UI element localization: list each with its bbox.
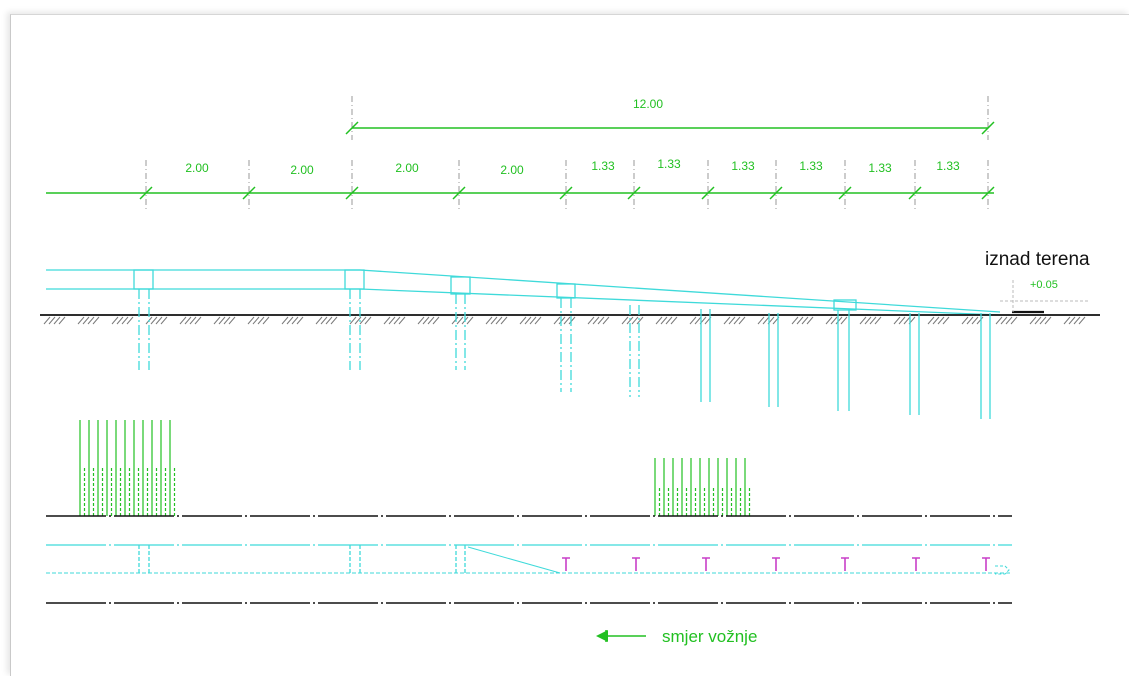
post-marker — [982, 557, 990, 571]
segment-dimension-line — [46, 160, 995, 210]
elevation-value: +0.05 — [1030, 279, 1058, 291]
plan-post-markers — [562, 557, 990, 571]
elevation-mark — [1000, 280, 1090, 312]
segment-dimension-label: 1.33 — [591, 159, 615, 173]
segment-dimension-label: 1.33 — [868, 161, 892, 175]
above-ground-label: iznad terena — [985, 249, 1090, 270]
segment-dimension-label: 1.33 — [731, 159, 755, 173]
segment-dimension-label: 1.33 — [936, 159, 960, 173]
segment-dimension-label: 2.00 — [395, 161, 419, 175]
deck-elevation — [46, 269, 1001, 316]
segment-dimension-label: 2.00 — [290, 163, 314, 177]
direction-label: smjer vožnje — [662, 627, 757, 646]
drawing-frame — [10, 14, 1129, 676]
post-marker — [841, 557, 849, 571]
overall-dimension — [345, 96, 995, 140]
post-marker — [912, 557, 920, 571]
segment-dimension-label: 1.33 — [799, 159, 823, 173]
post-marker — [562, 557, 570, 571]
plan-view — [46, 515, 1012, 604]
segment-dimension-label: 1.33 — [657, 157, 681, 171]
post-marker — [702, 557, 710, 571]
segment-dimension-label: 2.00 — [500, 163, 524, 177]
hatch-block-left — [79, 420, 176, 516]
post-marker — [632, 557, 640, 571]
segment-dimension-label: 2.00 — [185, 161, 209, 175]
ground-line — [40, 310, 1100, 325]
direction-arrow-icon — [596, 630, 646, 642]
post-marker — [772, 557, 780, 571]
posts-elevation — [138, 289, 991, 419]
overall-dimension-label: 12.00 — [633, 97, 663, 111]
hatch-block-middle — [654, 458, 751, 516]
